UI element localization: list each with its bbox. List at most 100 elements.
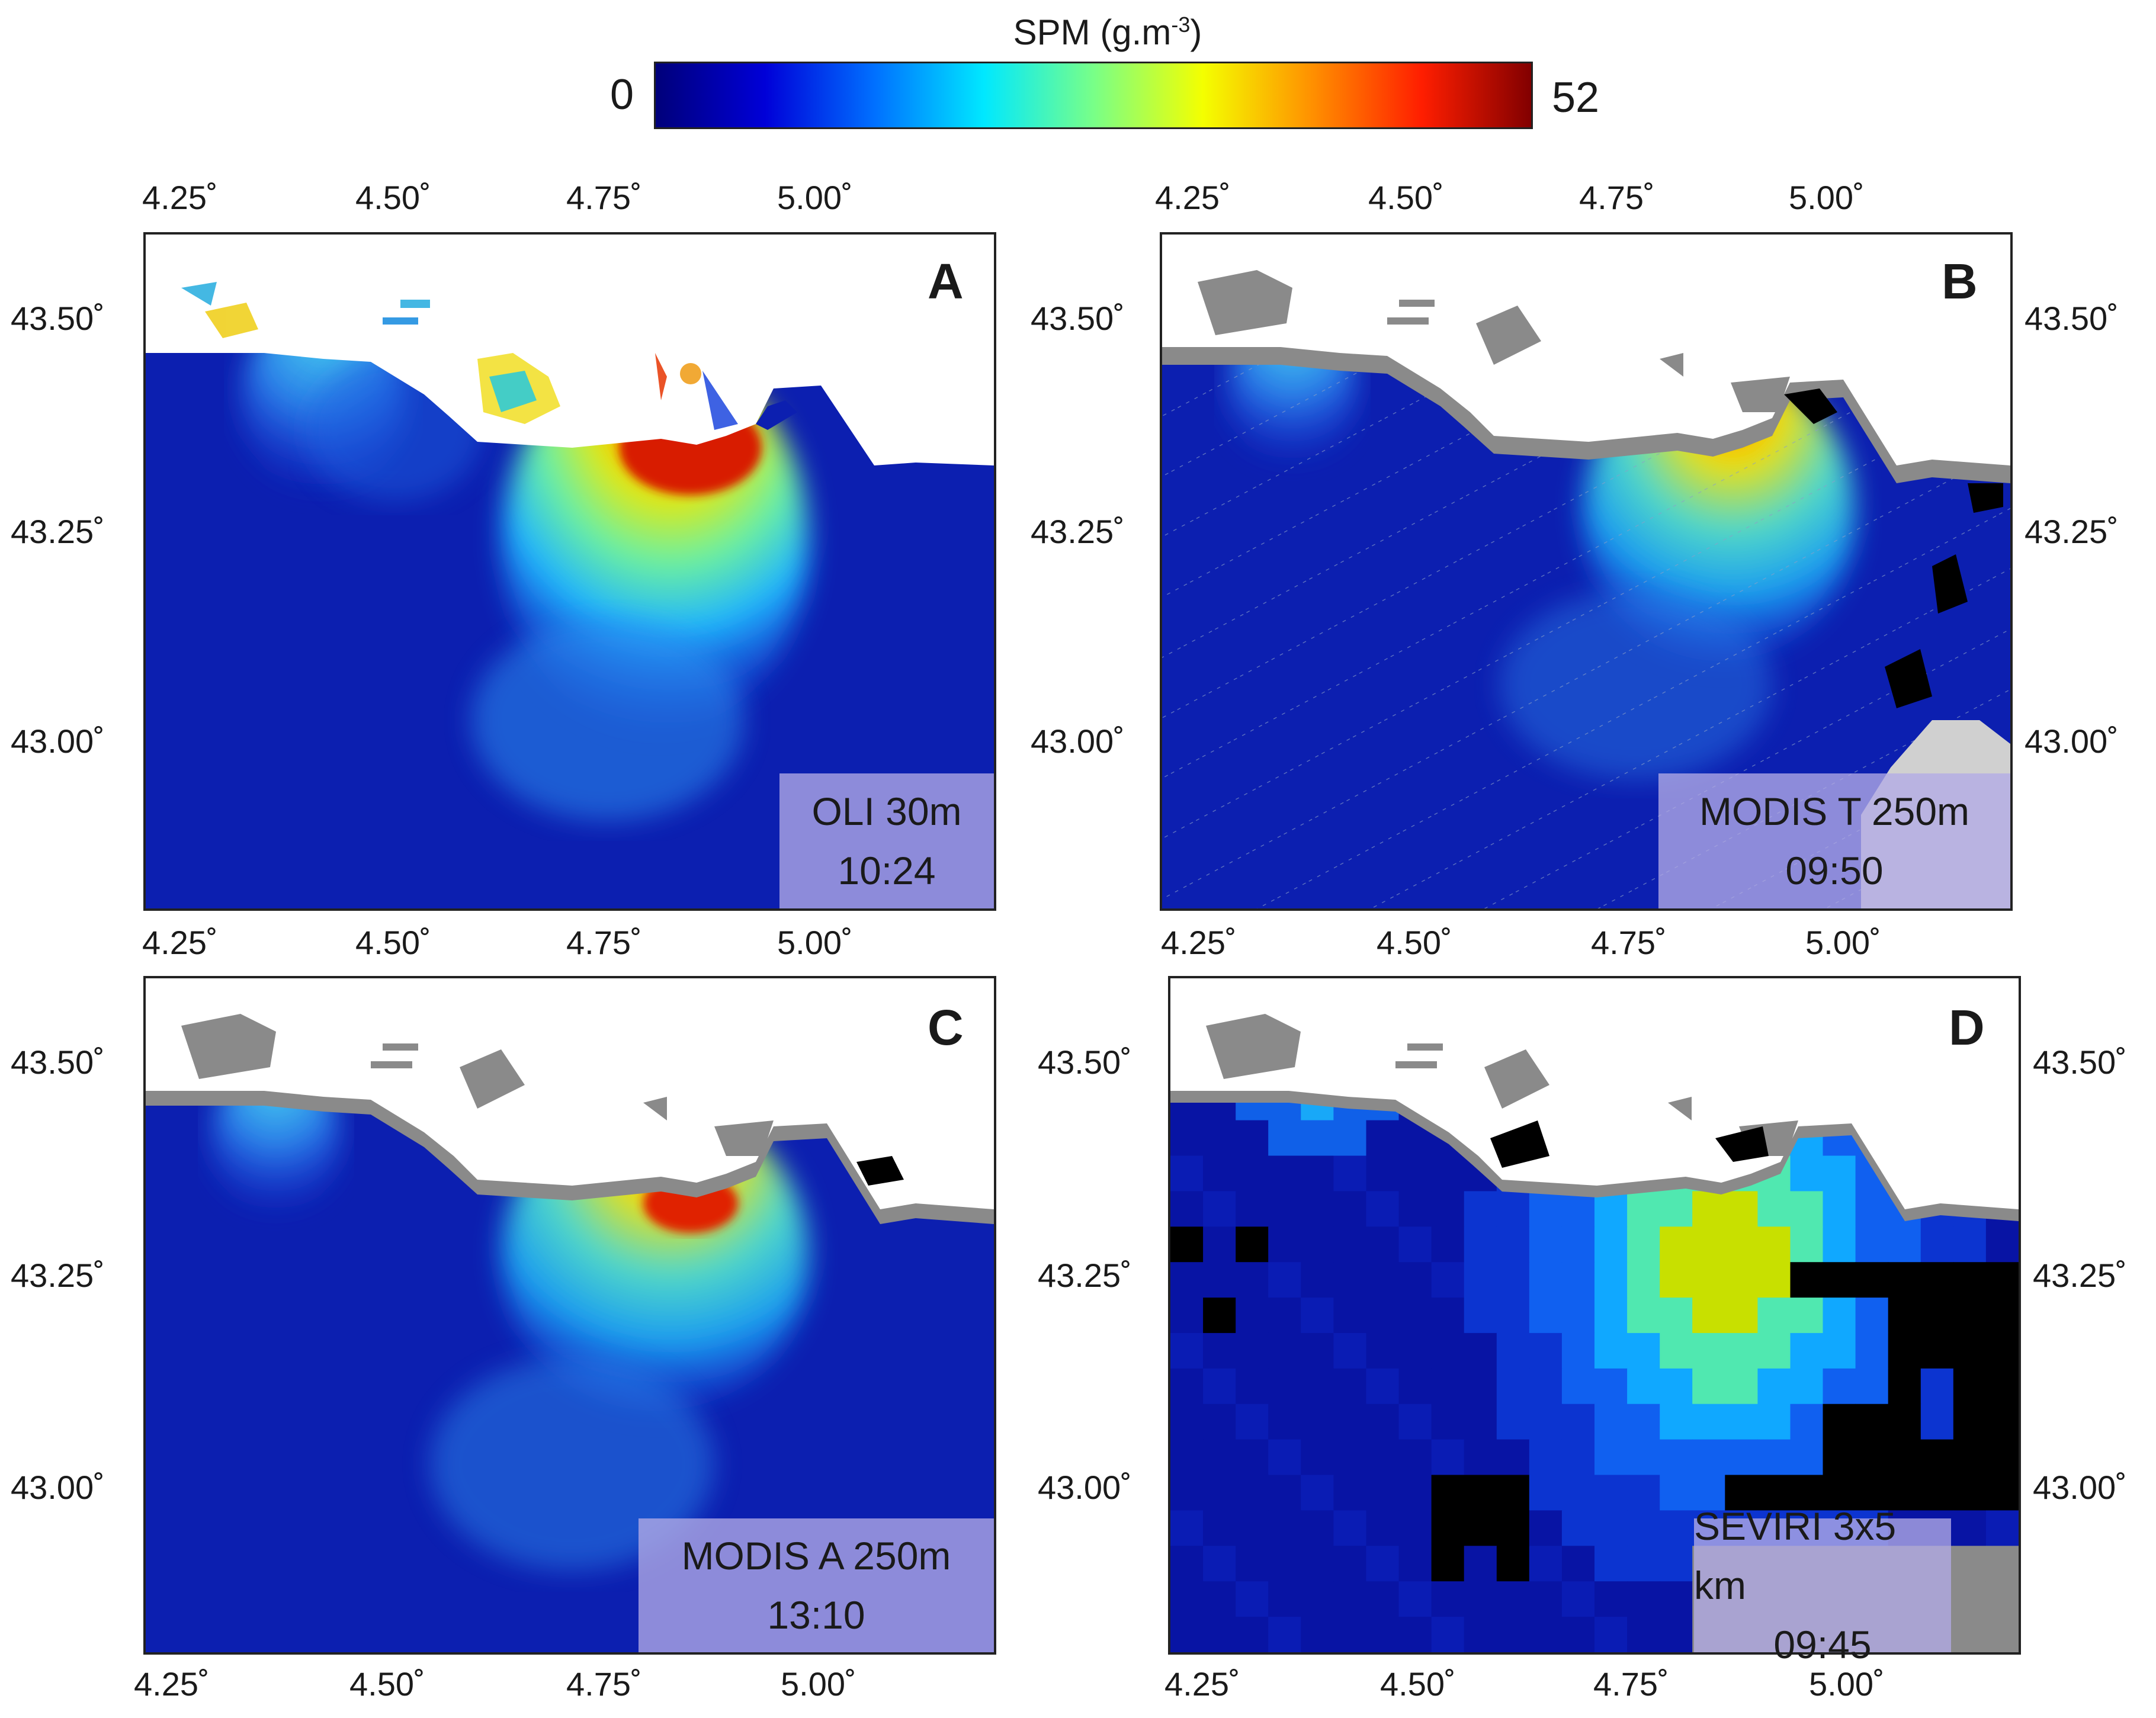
seviri-pixel xyxy=(1855,1475,1889,1511)
seviri-pixel xyxy=(1203,1332,1236,1369)
seviri-pixel xyxy=(1366,1546,1400,1582)
seviri-pixel xyxy=(1725,1439,1758,1476)
panel-a-bottom-lon-tick: 4.25˚ xyxy=(142,924,218,961)
seviri-pixel xyxy=(1888,1368,1921,1405)
seviri-pixel xyxy=(1594,1404,1628,1440)
seviri-pixel xyxy=(1561,1262,1595,1298)
seviri-pixel xyxy=(1920,1475,1954,1511)
seviri-pixel xyxy=(1301,1120,1334,1157)
panel-d-left-lat-tick: 43.50˚ xyxy=(1038,1043,1132,1081)
seviri-pixel xyxy=(1692,1404,1725,1440)
seviri-pixel xyxy=(1333,1120,1367,1157)
seviri-pixel xyxy=(1561,1404,1595,1440)
seviri-pixel xyxy=(1953,1439,1987,1476)
seviri-pixel xyxy=(1496,1617,1530,1652)
seviri-pixel xyxy=(1366,1439,1400,1476)
seviri-pixel xyxy=(1398,1368,1432,1405)
panel-d-right-lat-tick: 43.00˚ xyxy=(2033,1469,2127,1506)
panel-c-sensor: MODIS A 250m xyxy=(681,1534,951,1578)
seviri-pixel xyxy=(1660,1439,1693,1476)
panel-a-bottom-lon-tick: 5.00˚ xyxy=(777,924,853,961)
seviri-pixel xyxy=(1561,1368,1595,1405)
seviri-pixel xyxy=(1333,1404,1367,1440)
seviri-pixel xyxy=(1660,1581,1693,1617)
seviri-pixel xyxy=(1953,1404,1987,1440)
seviri-pixel xyxy=(1594,1617,1628,1652)
seviri-pixel xyxy=(1170,1439,1204,1476)
seviri-pixel xyxy=(1464,1226,1497,1263)
seviri-pixel xyxy=(1953,1510,1987,1546)
seviri-pixel xyxy=(1692,1262,1725,1298)
seviri-pixel xyxy=(1333,1368,1367,1405)
seviri-pixel xyxy=(1529,1546,1563,1582)
seviri-pixel xyxy=(1692,1298,1725,1334)
seviri-pixel xyxy=(1855,1439,1889,1476)
seviri-pixel xyxy=(1203,1298,1236,1334)
seviri-pixel xyxy=(1627,1298,1660,1334)
panel-a-sensor-label: OLI 30m 10:24 xyxy=(779,773,994,908)
seviri-pixel xyxy=(1268,1546,1301,1582)
seviri-pixel xyxy=(1757,1298,1791,1334)
seviri-pixel xyxy=(1855,1226,1889,1263)
panel-d-left-lat-tick: 43.25˚ xyxy=(1038,1257,1132,1294)
seviri-pixel xyxy=(1464,1262,1497,1298)
seviri-pixel xyxy=(1203,1226,1236,1263)
seviri-pixel xyxy=(1823,1191,1856,1227)
panel-b-top-lon-tick: 5.00˚ xyxy=(1789,179,1865,216)
panel-d-right-lat-tick: 43.50˚ xyxy=(2033,1043,2127,1081)
seviri-pixel xyxy=(1464,1298,1497,1334)
panel-a-top-lon-tick: 4.50˚ xyxy=(355,179,431,216)
seviri-pixel xyxy=(1170,1475,1204,1511)
seviri-pixel xyxy=(1170,1226,1204,1263)
seviri-pixel xyxy=(1366,1155,1400,1192)
seviri-pixel xyxy=(1985,1262,2019,1298)
seviri-pixel xyxy=(1692,1191,1725,1227)
seviri-pixel xyxy=(1496,1226,1530,1263)
seviri-pixel xyxy=(1855,1298,1889,1334)
seviri-pixel xyxy=(1627,1404,1660,1440)
seviri-pixel xyxy=(1398,1617,1432,1652)
seviri-pixel xyxy=(1398,1226,1432,1263)
seviri-pixel xyxy=(1431,1510,1465,1546)
seviri-pixel xyxy=(1627,1510,1660,1546)
seviri-pixel xyxy=(1268,1120,1301,1157)
seviri-pixel xyxy=(1594,1439,1628,1476)
seviri-pixel xyxy=(1496,1298,1530,1334)
seviri-pixel xyxy=(1170,1262,1204,1298)
panel-c-bottom-lon-tick: 5.00˚ xyxy=(781,1665,856,1703)
seviri-pixel xyxy=(1855,1332,1889,1369)
seviri-pixel xyxy=(1561,1475,1595,1511)
seviri-pixel xyxy=(1561,1581,1595,1617)
seviri-pixel xyxy=(1529,1368,1563,1405)
panel-b-right-lat-tick: 43.25˚ xyxy=(2025,513,2119,550)
panel-a-bottom-lon-tick: 4.50˚ xyxy=(355,924,431,961)
panel-b-bottom-lon-tick: 4.75˚ xyxy=(1591,924,1667,961)
colorbar-title: SPM (g.m-3) xyxy=(1013,12,1202,52)
seviri-pixel xyxy=(1660,1226,1693,1263)
seviri-pixel xyxy=(1268,1510,1301,1546)
seviri-pixel xyxy=(1496,1191,1530,1227)
seviri-pixel xyxy=(1268,1298,1301,1334)
panel-b-time: 09:50 xyxy=(1785,849,1884,892)
seviri-pixel xyxy=(1398,1191,1432,1227)
panel-a-top-lon-tick: 4.75˚ xyxy=(566,179,642,216)
seviri-pixel xyxy=(1823,1332,1856,1369)
seviri-pixel xyxy=(1953,1546,1987,1582)
seviri-pixel xyxy=(1855,1404,1889,1440)
seviri-pixel xyxy=(1953,1226,1987,1263)
panel-b-bottom-lon-tick: 4.50˚ xyxy=(1377,924,1452,961)
seviri-pixel xyxy=(1496,1475,1530,1511)
seviri-pixel xyxy=(1236,1404,1269,1440)
seviri-pixel xyxy=(1431,1298,1465,1334)
seviri-pixel xyxy=(1529,1475,1563,1511)
seviri-pixel xyxy=(1692,1332,1725,1369)
seviri-pixel xyxy=(1431,1404,1465,1440)
seviri-pixel xyxy=(1692,1368,1725,1405)
seviri-pixel xyxy=(1790,1155,1824,1192)
seviri-pixel xyxy=(1529,1191,1563,1227)
seviri-pixel xyxy=(1333,1510,1367,1546)
panel-a-sensor: OLI 30m xyxy=(811,789,962,833)
seviri-pixel xyxy=(1594,1191,1628,1227)
seviri-pixel xyxy=(1594,1368,1628,1405)
seviri-pixel xyxy=(1398,1298,1432,1334)
